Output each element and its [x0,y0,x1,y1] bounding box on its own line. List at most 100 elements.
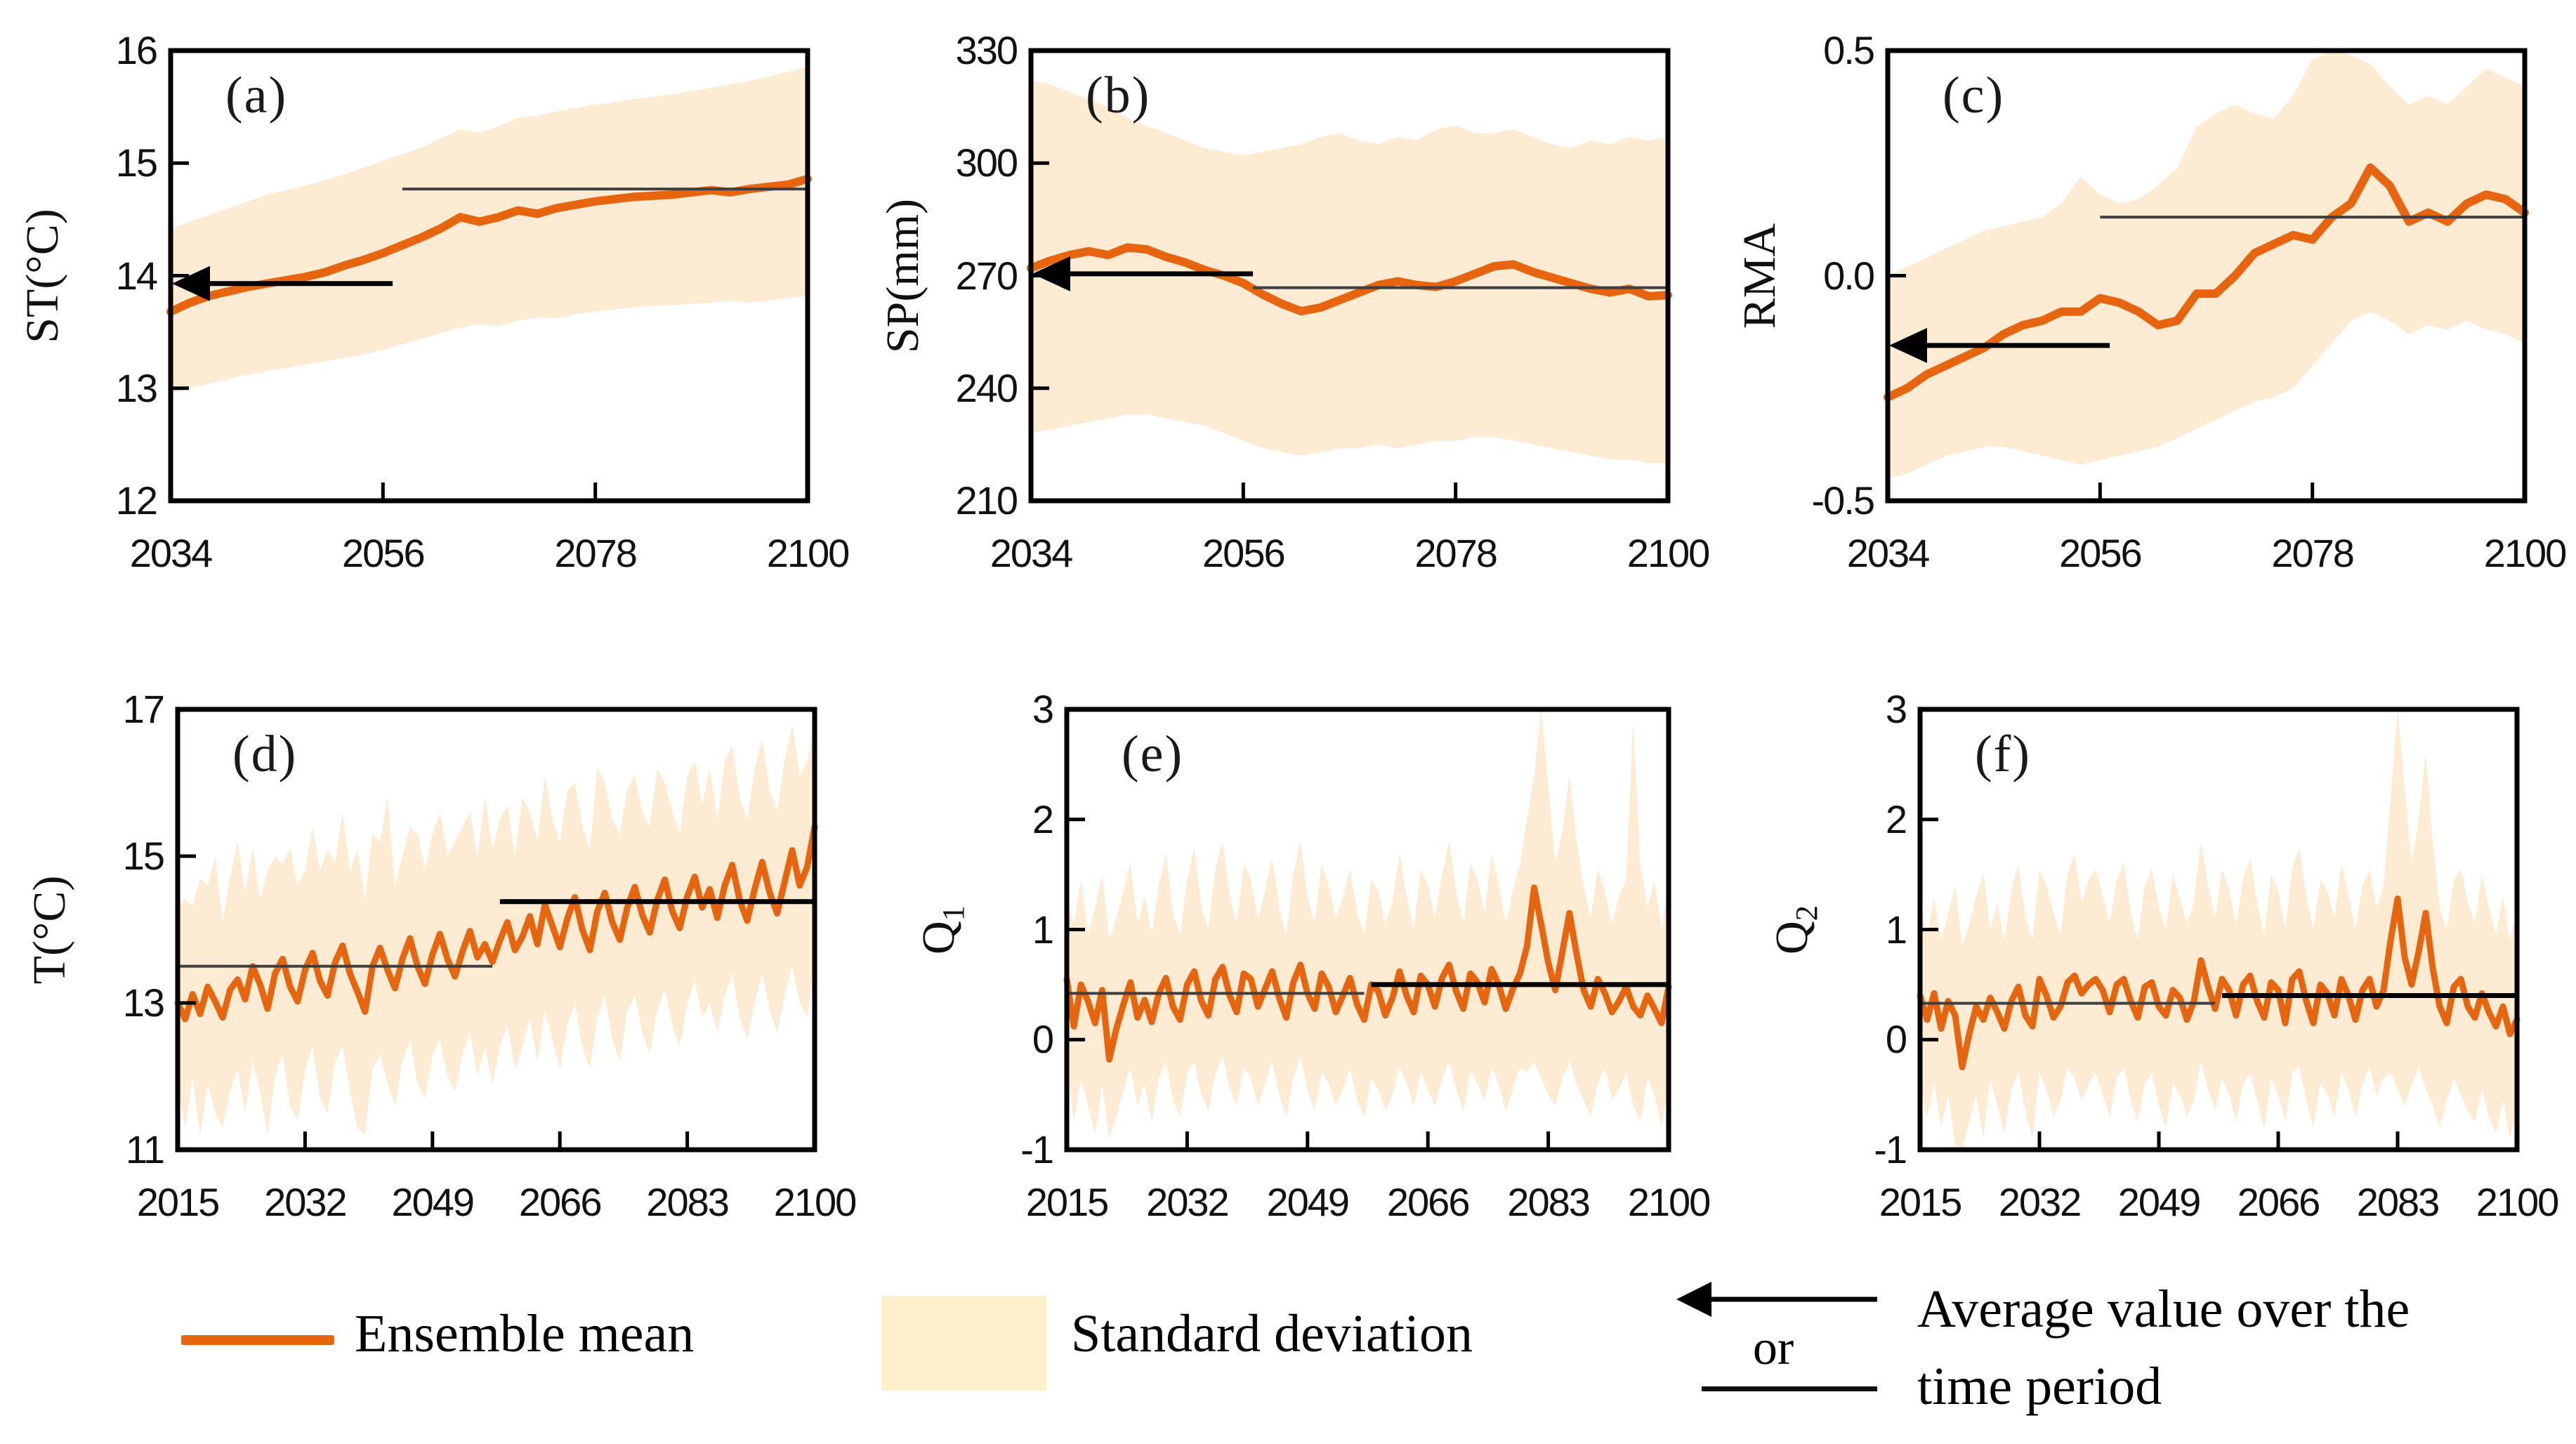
y-axis-title-text: ST(°C) [16,208,68,343]
chart-b [1027,48,1672,504]
y-tick-label: 15 [115,140,158,185]
legend-average-value-label: Average value over the time period [1917,1271,2410,1425]
panel-e: 2015 2032 2049 2066 2083 2100 3 2 1 0 -1 (e) Q1 [913,687,1711,1224]
x-tick-label: 2066 [1386,1180,1471,1224]
plot-border [1064,707,1671,1153]
x-tick-label: 2066 [518,1180,603,1224]
x-tick-label: 2032 [1998,1180,2082,1224]
ensemble-mean-line-swatch [181,1335,334,1345]
x-tick-label: 2078 [1414,531,1498,575]
x-tick-label: 2100 [773,1180,857,1224]
tick-labels-f: 2015 2032 2049 2066 2083 2100 3 2 1 0 -1 [1874,687,2559,1224]
plot-border [175,707,817,1153]
y-axis-title-b: SP(mm) [876,198,935,353]
y-tick-label: -1 [1020,1127,1054,1171]
x-tick-label: 2049 [1266,1180,1351,1224]
panel-letter-a: (a) [225,67,288,124]
y-tick-label: 14 [115,253,158,298]
x-tick-label: 2066 [2237,1180,2321,1224]
x-tick-label: 2100 [766,531,850,575]
average-arrow-head [1032,256,1070,291]
panel-a: 2034 2056 2078 2100 16 15 14 13 12 (a) ST(°C) [17,28,850,575]
y-tick-label: 2 [1885,796,1907,841]
std-band [1888,51,2525,478]
x-tick-label: 2056 [1202,531,1286,575]
legend-average-value-line2: time period [1917,1357,2162,1416]
x-tick-label: 2056 [2059,531,2143,575]
ensemble-mean-line [1917,895,2521,1070]
std-band [171,66,808,394]
y-tick-label: 300 [955,140,1018,185]
y-tick-label: 210 [955,478,1018,523]
x-tick-label: 2034 [129,531,213,575]
panel-d: 2015 2032 2049 2066 2083 2100 17 15 13 11 (d) T(°… [24,687,857,1224]
tick-labels-e: 2015 2032 2049 2066 2083 2100 3 2 1 0 -1 [1020,687,1711,1224]
x-tick-label: 2032 [264,1180,348,1224]
x-tick-label: 2049 [2117,1180,2202,1224]
chart-e [1063,707,1672,1153]
panel-f: 2015 2032 2049 2066 2083 2100 3 2 1 0 -1 (f) Q2 [1766,687,2559,1224]
x-tick-label: 2100 [1627,531,1711,575]
chart-d [174,707,818,1153]
y-axis-title-a: ST(°C) [16,209,75,343]
tick-labels-b: 2034 2056 2078 2100 330 300 270 240 210 [956,28,1711,575]
y-tick-label: 1 [1032,907,1054,952]
plot-border [168,48,810,504]
std-deviation-swatch [881,1296,1046,1391]
y-tick-label: 3 [1032,687,1054,731]
tick-labels-d: 2015 2032 2049 2066 2083 2100 17 15 13 11 [123,687,857,1224]
y-axis-title-sub: 2 [1789,905,1825,921]
ensemble-mean-line [174,823,818,1023]
y-axis-title-c: RMA [1733,223,1792,328]
x-tick-label: 2034 [990,531,1074,575]
x-tick-label: 2032 [1146,1180,1230,1224]
legend-ensemble-mean-label: Ensemble mean [355,1304,695,1363]
x-tick-label: 2100 [2483,531,2568,575]
x-tick-label: 2056 [342,531,426,575]
x-tick-label: 2100 [2476,1180,2560,1224]
plot-border [1028,48,1671,504]
y-tick-label: 16 [115,28,158,72]
x-tick-label: 2015 [136,1180,221,1224]
average-arrow-icon [1676,1282,1877,1317]
y-tick-label: 15 [122,834,165,878]
y-tick-label: 11 [125,1127,165,1171]
tick-labels-c: 2034 2056 2078 2100 0.5 0.0 -0.5 [1812,28,2568,575]
panel-b: 2034 2056 2078 2100 330 300 270 240 210 (b) SP(m… [877,28,1711,575]
y-tick-label: -0.5 [1811,478,1876,523]
chart-c [1884,48,2529,504]
y-tick-label: 1 [1885,907,1907,952]
std-band [1031,80,1668,464]
y-tick-label: 0 [1032,1017,1054,1062]
y-axis-title-text: Q [912,920,964,954]
average-arrow-head [172,265,210,301]
tick-labels-a: 2034 2056 2078 2100 16 15 14 13 12 [116,28,850,575]
x-tick-label: 2078 [554,531,638,575]
x-tick-label: 2083 [646,1180,730,1224]
std-band [1920,709,2517,1150]
panel-c: 2034 2056 2078 2100 0.5 0.0 -0.5 (c) RMA [1734,28,2568,575]
chart-f [1917,707,2521,1153]
y-axis-title-sub: 1 [935,905,971,921]
std-band [178,723,815,1136]
plot-border [1917,707,2520,1153]
y-axis-title-e: Q1 [912,905,971,954]
panel-letter-f: (f) [1975,726,2031,783]
panel-letter-b: (b) [1086,67,1151,124]
y-tick-label: 0.5 [1823,28,1875,72]
y-tick-label: 330 [955,28,1018,72]
std-band [1067,709,1669,1139]
y-axis-title-text: T(°C) [23,875,75,984]
y-tick-label: 3 [1885,687,1907,731]
y-axis-title-text: RMA [1733,223,1785,329]
x-tick-label: 2083 [2356,1180,2440,1224]
y-axis-title-text: SP(mm) [876,198,928,353]
plot-border [1885,48,2528,504]
panel-letter-d: (d) [232,726,298,783]
legend: Ensemble mean Standard deviation or Aver… [0,1250,2576,1444]
x-tick-label: 2078 [2271,531,2355,575]
panel-letter-e: (e) [1122,726,1184,783]
y-tick-label: 0 [1885,1017,1907,1062]
panel-letter-c: (c) [1943,67,2005,124]
legend-std-deviation-label: Standard deviation [1071,1304,1473,1363]
